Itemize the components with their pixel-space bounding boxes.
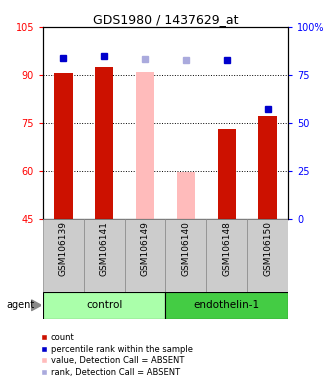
- Text: GSM106140: GSM106140: [181, 221, 190, 276]
- Bar: [43, 219, 84, 292]
- Text: GSM106139: GSM106139: [59, 221, 68, 276]
- Text: GSM106150: GSM106150: [263, 221, 272, 276]
- Bar: [166, 219, 206, 292]
- Text: GSM106141: GSM106141: [100, 221, 109, 276]
- Text: endothelin-1: endothelin-1: [194, 300, 260, 310]
- Text: agent: agent: [7, 300, 35, 310]
- Legend: count, percentile rank within the sample, value, Detection Call = ABSENT, rank, : count, percentile rank within the sample…: [37, 330, 196, 380]
- Text: control: control: [86, 300, 122, 310]
- Bar: [247, 219, 288, 292]
- Bar: [43, 292, 166, 319]
- Text: GSM106148: GSM106148: [222, 221, 231, 276]
- Title: GDS1980 / 1437629_at: GDS1980 / 1437629_at: [93, 13, 238, 26]
- Bar: [125, 219, 166, 292]
- Bar: [206, 219, 247, 292]
- Bar: [136, 72, 154, 219]
- Bar: [177, 172, 195, 219]
- Bar: [166, 292, 288, 319]
- Bar: [54, 73, 72, 219]
- Bar: [259, 116, 277, 219]
- Bar: [84, 219, 125, 292]
- Bar: [95, 67, 114, 219]
- Polygon shape: [31, 300, 41, 311]
- Bar: [217, 129, 236, 219]
- Text: GSM106149: GSM106149: [141, 221, 150, 276]
